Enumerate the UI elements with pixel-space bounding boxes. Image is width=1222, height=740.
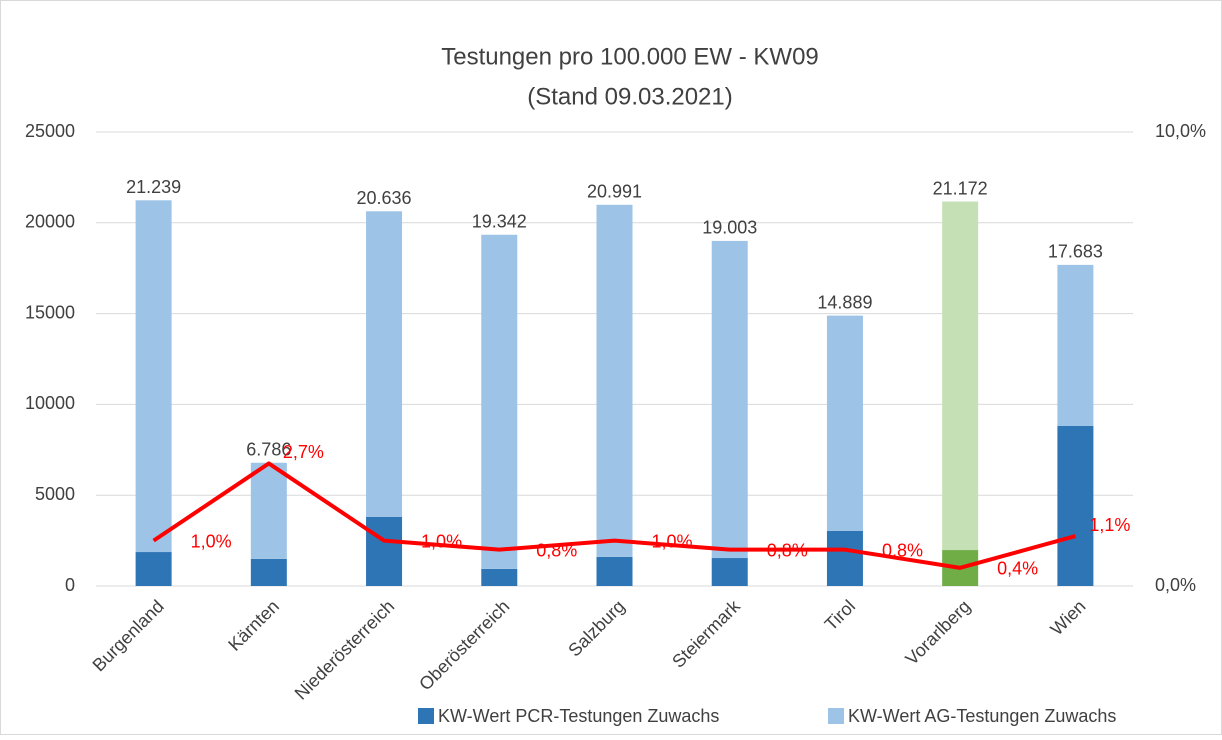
bar [711, 240, 748, 559]
legend-label: KW-Wert AG-Testungen Zuwachs [848, 706, 1116, 726]
bar [1057, 426, 1094, 586]
y-tick-label: 15000 [25, 302, 75, 322]
y-tick-label: 0 [65, 575, 75, 595]
bar [250, 462, 287, 559]
y-tick-label: 20000 [25, 212, 75, 232]
data-label: 1,0% [191, 531, 232, 551]
total-label: 19.342 [472, 211, 527, 231]
bar [366, 516, 403, 586]
total-label: 21.172 [933, 178, 988, 198]
bar [942, 201, 979, 551]
data-label: 1,1% [1089, 515, 1130, 535]
bar [481, 234, 518, 569]
bar [826, 530, 863, 586]
legend-swatch [828, 708, 844, 724]
chart-subtitle: (Stand 09.03.2021) [527, 83, 733, 110]
bar [1057, 264, 1094, 427]
total-label: 21.239 [126, 177, 181, 197]
total-label: 20.636 [357, 188, 412, 208]
bar [250, 558, 287, 586]
y-tick-label: 5000 [35, 484, 75, 504]
data-label: 1,0% [421, 531, 462, 551]
total-label: 6.786 [246, 440, 291, 460]
total-label: 17.683 [1048, 242, 1103, 262]
data-label: 0,8% [767, 540, 808, 560]
data-label: 2,7% [283, 442, 324, 462]
total-label: 20.991 [587, 182, 642, 202]
legend-swatch [418, 708, 434, 724]
total-label: 14.889 [817, 292, 872, 312]
bar [826, 315, 863, 531]
chart-title: Testungen pro 100.000 EW - KW09 [441, 43, 819, 70]
y2-tick-label: 0,0% [1155, 575, 1196, 595]
data-label: 0,8% [882, 540, 923, 560]
y-tick-label: 25000 [25, 121, 75, 141]
bar [711, 558, 748, 586]
legend-label: KW-Wert PCR-Testungen Zuwachs [438, 706, 719, 726]
y-tick-label: 10000 [25, 393, 75, 413]
bar [481, 568, 518, 586]
data-label: 0,8% [536, 540, 577, 560]
bar [596, 556, 633, 586]
line [152, 461, 1076, 570]
total-label: 19.003 [702, 218, 757, 238]
bar [366, 211, 403, 517]
bar [135, 200, 172, 553]
bar [135, 552, 172, 586]
data-label: 0,4% [997, 559, 1038, 579]
data-label: 1,0% [652, 531, 693, 551]
bar [596, 204, 633, 557]
y2-tick-label: 10,0% [1155, 121, 1206, 141]
